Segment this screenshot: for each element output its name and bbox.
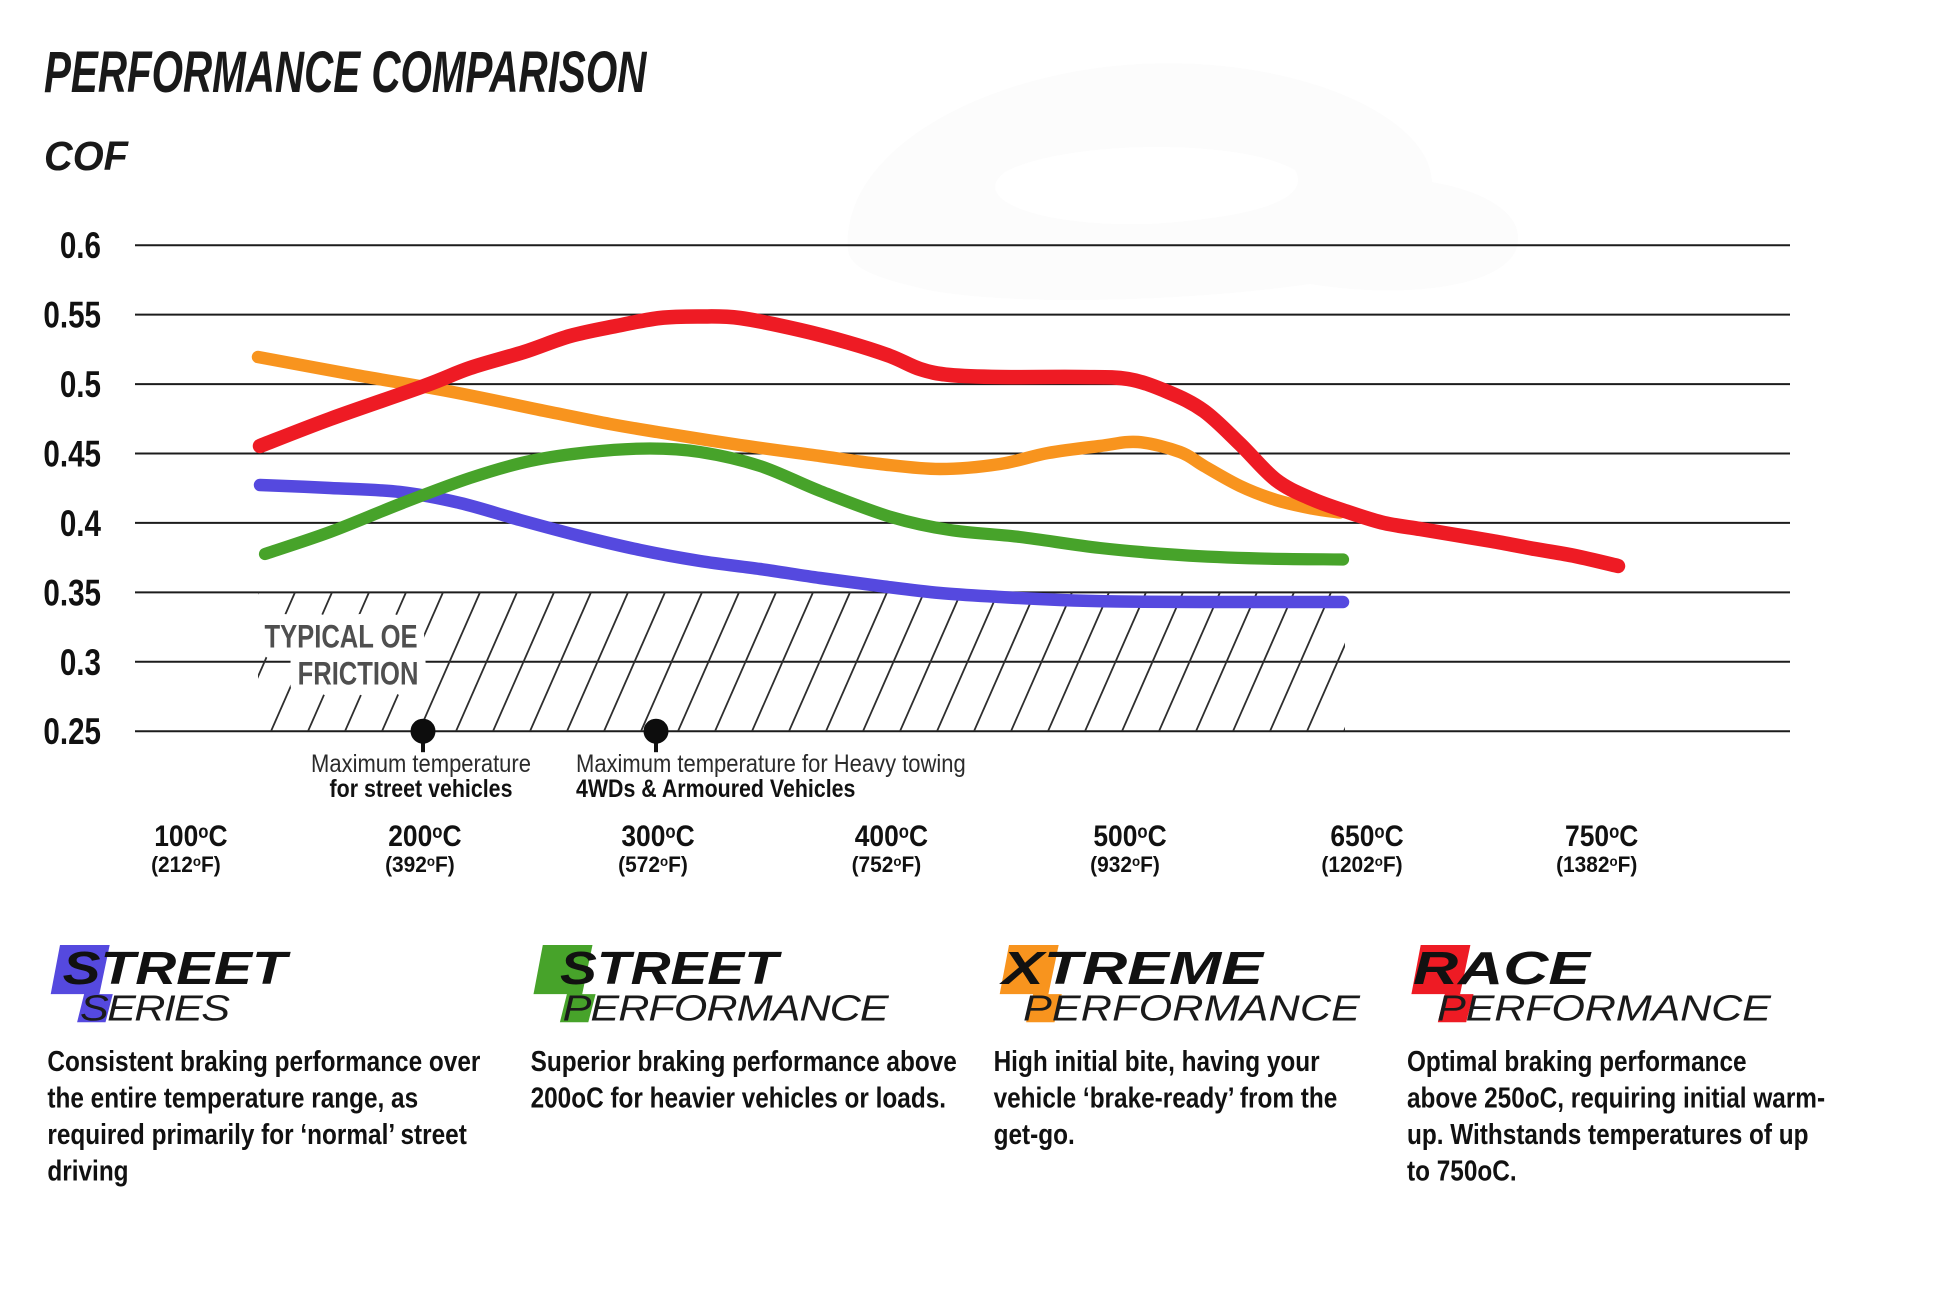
svg-text:0.6: 0.6 (60, 226, 101, 267)
svg-text:vehicle ‘brake-ready’ from the: vehicle ‘brake-ready’ from the (994, 1082, 1338, 1114)
svg-text:driving: driving (47, 1155, 128, 1187)
svg-text:500oC: 500oC (1093, 818, 1166, 852)
svg-text:650oC: 650oC (1330, 818, 1403, 852)
svg-text:the entire temperature range,: the entire temperature range, as (47, 1082, 418, 1114)
svg-text:0.35: 0.35 (43, 573, 101, 614)
svg-text:STREET: STREET (560, 942, 783, 994)
svg-text:get-go.: get-go. (994, 1118, 1075, 1150)
svg-text:0.4: 0.4 (60, 504, 101, 545)
svg-text:0.3: 0.3 (60, 643, 101, 684)
svg-text:Optimal braking performance: Optimal braking performance (1407, 1045, 1747, 1077)
svg-text:(572oF): (572oF) (618, 853, 688, 878)
svg-text:750oC: 750oC (1565, 818, 1638, 852)
svg-text:High initial bite, having your: High initial bite, having your (994, 1045, 1321, 1077)
svg-text:PERFORMANCE COMPARISON: PERFORMANCE COMPARISON (44, 40, 647, 105)
svg-text:(1202oF): (1202oF) (1321, 853, 1402, 878)
svg-text:0.55: 0.55 (43, 296, 101, 337)
svg-text:Maximum temperature for Heavy: Maximum temperature for Heavy towing (576, 750, 966, 778)
svg-text:PERFORMANCE: PERFORMANCE (1023, 989, 1360, 1029)
svg-text:for street vehicles: for street vehicles (330, 774, 513, 802)
svg-text:PERFORMANCE: PERFORMANCE (563, 989, 890, 1029)
svg-text:Maximum temperature: Maximum temperature (311, 750, 531, 778)
svg-text:COF: COF (44, 132, 129, 179)
svg-text:(932oF): (932oF) (1090, 853, 1160, 878)
svg-text:0.25: 0.25 (43, 712, 101, 753)
svg-text:XTREME: XTREME (998, 942, 1265, 994)
svg-text:(1382oF): (1382oF) (1556, 853, 1637, 878)
svg-text:200oC: 200oC (388, 818, 461, 852)
svg-text:PERFORMANCE: PERFORMANCE (1437, 989, 1771, 1029)
svg-text:TYPICAL OE: TYPICAL OE (264, 620, 417, 655)
svg-text:above 250oC, requiring initial: above 250oC, requiring initial warm- (1407, 1082, 1825, 1114)
svg-text:(392oF): (392oF) (385, 853, 455, 878)
svg-text:100oC: 100oC (154, 818, 227, 852)
svg-text:(212oF): (212oF) (151, 853, 221, 878)
svg-text:Superior braking performance a: Superior braking performance above (531, 1045, 957, 1077)
svg-text:300oC: 300oC (621, 818, 694, 852)
svg-text:up. Withstands temperatures of: up. Withstands temperatures of up (1407, 1118, 1809, 1150)
svg-text:0.45: 0.45 (43, 434, 101, 475)
svg-text:Consistent braking performance: Consistent braking performance over (47, 1045, 480, 1077)
svg-text:RACE: RACE (1413, 942, 1592, 994)
svg-text:required primarily for ‘normal: required primarily for ‘normal’ street (47, 1118, 467, 1150)
svg-text:STREET: STREET (63, 942, 292, 994)
svg-text:SERIES: SERIES (80, 989, 231, 1029)
svg-text:200oC for heavier vehicles or: 200oC for heavier vehicles or loads. (531, 1082, 946, 1114)
svg-text:FRICTION: FRICTION (298, 657, 419, 692)
svg-text:to 750oC.: to 750oC. (1407, 1155, 1517, 1187)
svg-text:4WDs & Armoured Vehicles: 4WDs & Armoured Vehicles (576, 774, 855, 802)
svg-text:400oC: 400oC (855, 818, 928, 852)
svg-text:(752oF): (752oF) (852, 853, 922, 878)
svg-text:0.5: 0.5 (60, 365, 101, 406)
